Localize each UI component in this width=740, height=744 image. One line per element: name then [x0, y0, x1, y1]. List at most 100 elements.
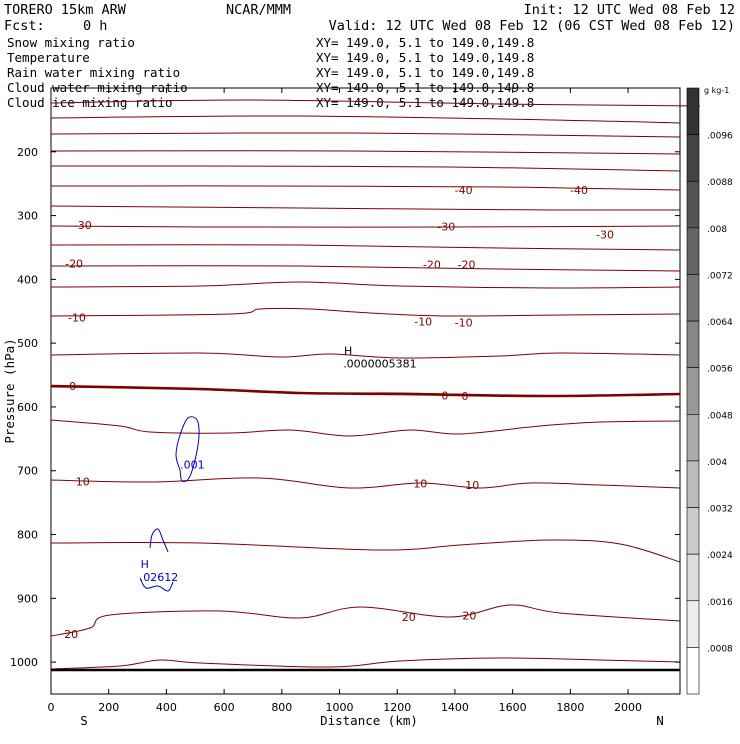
- isotherm: [50, 244, 681, 251]
- cloud-water-contours: [139, 416, 200, 592]
- x-axis-label: Distance (km): [320, 713, 418, 728]
- field-label: Rain water mixing ratio: [7, 65, 180, 80]
- temperature-contour-label: 10: [465, 479, 479, 492]
- north-label: N: [656, 713, 664, 728]
- isotherm: [50, 132, 681, 138]
- temperature-contour-label: 0: [462, 390, 469, 403]
- maximum-value: .0000005381: [343, 357, 416, 370]
- temperature-contour-label: -30: [74, 219, 92, 232]
- colorbar-tick-label: .0072: [707, 271, 733, 281]
- x-tick-label: 400: [156, 701, 177, 714]
- y-tick-label: 500: [17, 337, 38, 350]
- forecast-value: 0 h: [83, 18, 107, 34]
- colorbar-segment: [686, 460, 700, 508]
- temperature-contour-label: -10: [68, 312, 86, 325]
- y-tick-label: 900: [17, 592, 38, 605]
- colorbar-segment: [686, 367, 700, 415]
- temperature-contour-label: 20: [64, 628, 78, 641]
- colorbar: .0008 .0016 .0024 .0032 .004 .0048 .0056 .0064.…: [686, 87, 733, 695]
- x-axis: 0 200 400 600 800 1000 1200 1400 1600 1800 2000: [48, 88, 642, 714]
- field-xy: XY= 149.0, 5.1 to 149.0,149.8: [316, 35, 534, 50]
- x-tick-label: 200: [98, 701, 119, 714]
- temperature-contour-label: -40: [570, 184, 588, 197]
- colorbar-tick-label: .0056: [707, 365, 733, 375]
- x-tick-label: 0: [48, 701, 55, 714]
- colorbar-tick-label: .0016: [707, 598, 733, 608]
- isotherm-zero: [50, 384, 681, 398]
- colorbar-segment: [686, 180, 700, 229]
- field-legend: Snow mixing ratio XY= 149.0, 5.1 to 149.…: [7, 35, 534, 110]
- x-tick-label: 1400: [441, 701, 469, 714]
- colorbar-tick-label: .0088: [707, 178, 733, 188]
- valid-time: Valid: 12 UTC Wed 08 Feb 12 (06 CST Wed …: [329, 18, 735, 34]
- plot-frame: [50, 87, 681, 695]
- x-tick-label: 600: [214, 701, 235, 714]
- temperature-contour-label: -20: [65, 257, 83, 270]
- isotherm: [50, 265, 681, 272]
- colorbar-segment: [686, 227, 700, 275]
- temperature-contour-label: -30: [437, 220, 455, 233]
- south-label: S: [80, 713, 88, 728]
- colorbar-segment: [686, 87, 700, 135]
- y-tick-label: 300: [17, 210, 38, 223]
- isotherm: [50, 604, 681, 637]
- temperature-contour-label: 20: [402, 611, 416, 624]
- colorbar-segment: [686, 414, 700, 462]
- isotherm: [50, 205, 681, 211]
- y-tick-label: 200: [17, 146, 38, 159]
- colorbar-tick-label: .008: [707, 225, 727, 235]
- temperature-contour-label: 20: [462, 610, 476, 623]
- maximum-symbol: H: [344, 344, 352, 357]
- center-title: NCAR/MMM: [226, 2, 291, 18]
- colorbar-segment: [686, 320, 700, 368]
- isotherm: [50, 185, 681, 191]
- cloud-water-contour: [175, 416, 200, 483]
- maximum-value: .02612: [140, 571, 179, 584]
- isotherm: [50, 307, 681, 317]
- temperature-contour-label: 0: [69, 380, 76, 393]
- maximum-symbol: H: [141, 558, 149, 571]
- temperature-contours: [50, 99, 701, 670]
- temperature-contour-label: 10: [413, 477, 427, 490]
- temperature-contour-label: -40: [455, 184, 473, 197]
- model-title: TORERO 15km ARW: [4, 2, 127, 18]
- x-tick-label: 1200: [383, 701, 411, 714]
- x-tick-label: 800: [271, 701, 292, 714]
- isotherm: [50, 225, 681, 228]
- field-label: Temperature: [7, 50, 90, 65]
- field-xy: XY= 149.0, 5.1 to 149.0,149.8: [316, 50, 534, 65]
- contour-labels: -40 -40 -30 -30 -30 -20 -20 -20 -10 -10 -10 0 0 0 10 10…: [64, 184, 614, 641]
- colorbar-tick-label: .004: [707, 458, 727, 468]
- colorbar-tick-label: .0096: [707, 132, 733, 142]
- header: TORERO 15km ARW NCAR/MMM Init: 12 UTC We…: [4, 2, 735, 34]
- field-xy: XY= 149.0, 5.1 to 149.0,149.8: [316, 65, 534, 80]
- temperature-contour-label: -10: [414, 315, 432, 328]
- colorbar-unit: g kg-1: [704, 86, 729, 95]
- temperature-contour-label: -30: [596, 229, 614, 242]
- y-axis-label: Pressure (hPa): [2, 338, 17, 443]
- colorbar-segment: [686, 507, 700, 555]
- isotherm: [50, 115, 681, 124]
- colorbar-segment: [686, 647, 700, 695]
- y-tick-label: 1000: [10, 656, 38, 669]
- temperature-contour-label: 10: [76, 476, 90, 489]
- temperature-contour-label: -10: [455, 317, 473, 330]
- isotherm: [50, 99, 701, 107]
- isotherm: [50, 419, 681, 437]
- colorbar-tick-label: .0064: [707, 318, 733, 328]
- field-label: Snow mixing ratio: [7, 35, 135, 50]
- colorbar-segment: [686, 553, 700, 602]
- cloud-water-contour: [149, 528, 169, 553]
- y-tick-label: 400: [17, 273, 38, 286]
- colorbar-segment: [686, 274, 700, 322]
- isotherm: [50, 150, 681, 155]
- init-time: Init: 12 UTC Wed 08 Feb 12: [524, 2, 735, 18]
- isotherm: [50, 165, 681, 172]
- x-tick-label: 1800: [556, 701, 584, 714]
- colorbar-segment: [686, 134, 700, 182]
- isotherm: [50, 657, 681, 670]
- cloud-water-contour: [139, 577, 174, 592]
- colorbar-tick-label: .0024: [707, 551, 733, 561]
